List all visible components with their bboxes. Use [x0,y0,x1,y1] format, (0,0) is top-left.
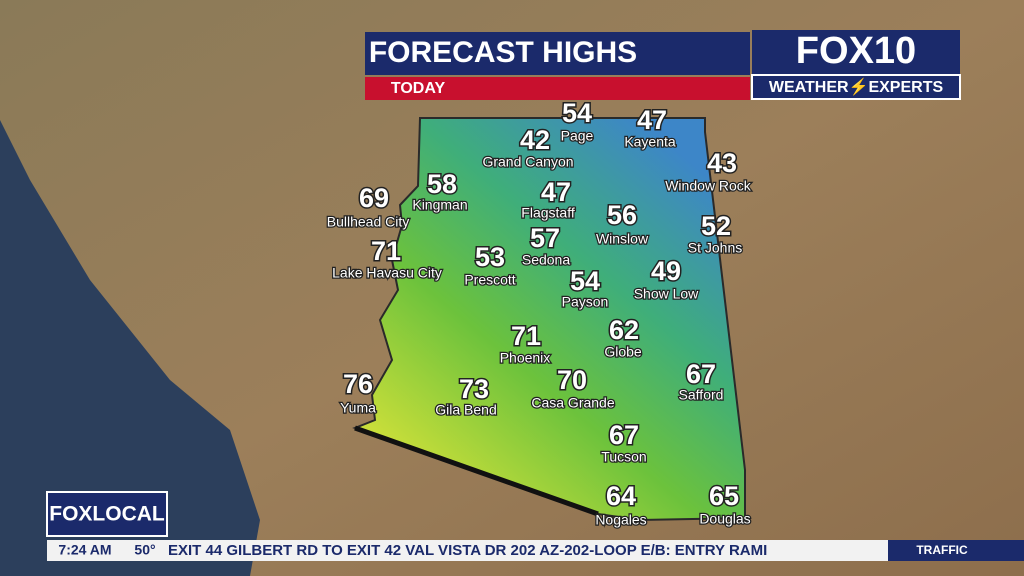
subtitle-bar [365,77,750,100]
section: TRAFFIC [916,543,968,557]
city-name: Grand Canyon [482,154,573,170]
ocean [0,120,260,576]
city-name: Sedona [522,252,570,268]
tagline-box [751,74,961,100]
channel-box [46,491,168,537]
ticker-bar [47,540,888,561]
city-name: Prescott [464,272,515,288]
logo-box [752,30,960,75]
city-high: 73 [459,374,489,404]
city-high: 53 [475,242,505,272]
city-high: 43 [707,148,737,178]
city-name: Gila Bend [435,402,496,418]
section-box [888,540,1024,561]
city-high: 76 [343,369,373,399]
city-high: 58 [427,169,457,199]
city-high: 42 [520,125,550,155]
channel: FOXLOCAL [49,503,165,526]
city-high: 54 [562,98,592,128]
city-high: 71 [371,236,401,266]
city-high: 62 [609,315,639,345]
city-name: Nogales [595,512,646,528]
city-name: Page [561,128,594,144]
city-name: Yuma [340,400,376,416]
city-high: 49 [651,256,681,286]
city-name: Phoenix [500,350,551,366]
city-name: Flagstaff [521,205,575,221]
city-name: Casa Grande [531,395,614,411]
city-high: 56 [607,200,637,230]
city-name: Globe [604,344,642,360]
logo: FOX10 [796,30,916,72]
city-name: Winslow [596,231,649,247]
time: 7:24 AM [58,542,111,558]
city-name: Kayenta [624,134,676,150]
city-name: Lake Havasu City [332,265,442,281]
city-high: 52 [701,211,731,241]
city-high: 67 [609,420,639,450]
city-name: Safford [679,387,724,403]
city-high: 65 [709,481,739,511]
arizona [352,117,746,522]
city-high: 47 [637,105,667,135]
city-high: 67 [686,359,716,389]
city-name: Kingman [412,197,467,213]
city-name: Show Low [634,286,699,302]
city-high: 64 [606,481,636,511]
city-name: Bullhead City [327,214,410,230]
city-name: St Johns [688,240,742,256]
city-high: 71 [511,321,541,351]
city-name: Douglas [699,511,750,527]
subtitle: TODAY [391,80,446,97]
tagline: WEATHER⚡EXPERTS [769,77,944,96]
city-name: Window Rock [665,178,752,194]
title: FORECAST HIGHS [369,36,637,69]
city-high: 69 [359,183,389,213]
city-high: 47 [541,177,571,207]
city-high: 70 [557,365,587,395]
city-high: 54 [570,266,600,296]
temperature: 50° [134,542,155,558]
ticker: EXIT 44 GILBERT RD TO EXIT 42 VAL VISTA … [168,542,767,559]
title-bar [365,32,750,75]
city-name: Payson [562,294,609,310]
border [354,425,599,517]
city-high: 57 [530,223,560,253]
city-name: Tucson [601,449,646,465]
